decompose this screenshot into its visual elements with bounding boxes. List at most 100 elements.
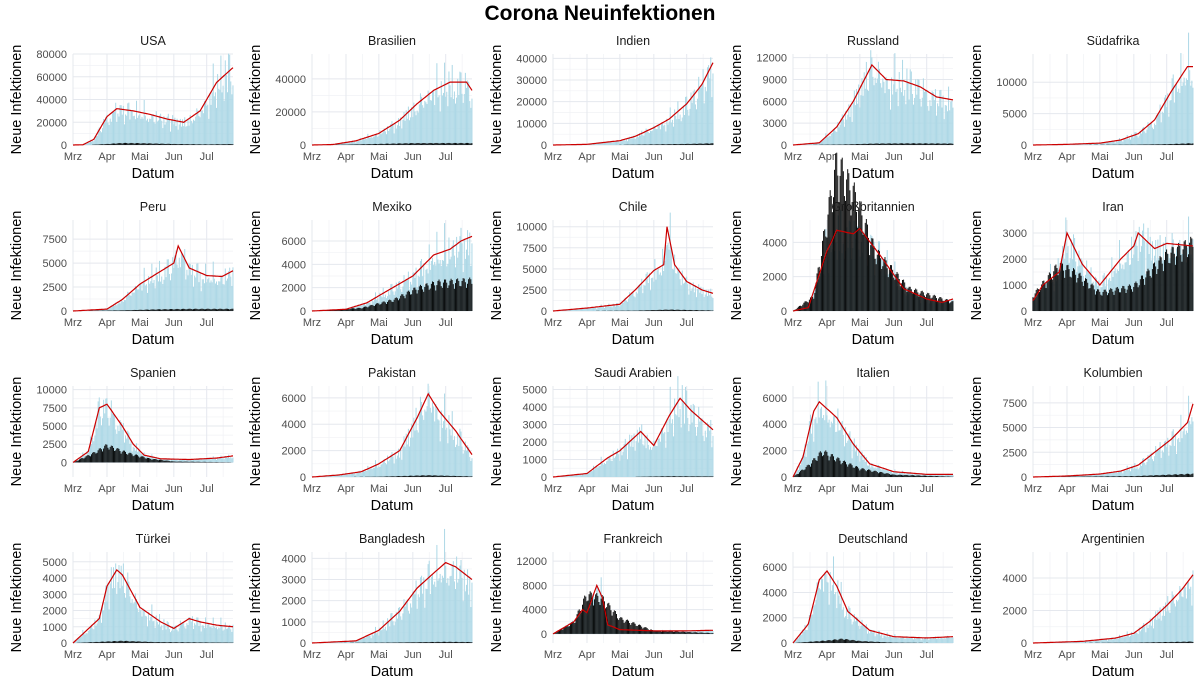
death-bar xyxy=(408,291,410,311)
death-bar xyxy=(854,466,856,477)
y-tick-label: 5000 xyxy=(1003,109,1027,121)
death-bar xyxy=(1136,283,1138,311)
case-bar xyxy=(173,267,175,311)
death-bar xyxy=(121,143,123,145)
death-bar xyxy=(154,642,156,643)
death-bar xyxy=(393,143,395,145)
death-bar xyxy=(226,144,228,145)
case-bar xyxy=(169,280,171,311)
death-bar xyxy=(150,458,152,463)
death-bar xyxy=(364,144,365,145)
death-bar xyxy=(940,476,942,477)
case-bar xyxy=(160,113,162,145)
death-bar xyxy=(103,448,105,463)
case-bar xyxy=(662,248,664,311)
death-bar xyxy=(419,642,421,643)
death-bar xyxy=(1071,271,1073,311)
death-bar xyxy=(674,476,676,477)
case-bar xyxy=(195,116,197,145)
death-bar xyxy=(105,641,107,643)
case-bar xyxy=(694,104,696,145)
y-tick-label: 0 xyxy=(781,472,787,484)
case-bar xyxy=(823,139,825,145)
case-bar xyxy=(387,455,389,477)
death-bar xyxy=(217,309,219,311)
death-bar xyxy=(111,641,113,643)
death-bar xyxy=(663,144,665,145)
death-bar xyxy=(223,144,225,145)
death-bar xyxy=(220,144,222,145)
death-bar xyxy=(682,309,684,311)
case-bar xyxy=(457,433,459,477)
death-bar xyxy=(400,295,402,311)
death-bar xyxy=(885,260,887,311)
case-bar xyxy=(649,446,651,477)
death-bar xyxy=(418,642,420,643)
case-bar xyxy=(824,420,826,477)
death-bar xyxy=(171,144,173,145)
case-bar xyxy=(442,92,444,145)
death-bar xyxy=(812,460,814,477)
case-bar xyxy=(1100,143,1102,145)
death-bar xyxy=(885,473,887,477)
death-bar xyxy=(371,144,373,145)
death-bar xyxy=(835,461,837,477)
death-bar xyxy=(143,457,145,463)
death-bar xyxy=(1080,275,1082,311)
case-bar xyxy=(429,100,431,145)
death-bar xyxy=(417,642,419,643)
death-bar xyxy=(143,309,145,311)
case-bar xyxy=(460,431,462,477)
death-bar xyxy=(882,472,884,477)
death-bar xyxy=(1149,475,1151,477)
case-bar xyxy=(438,420,440,477)
trend-line xyxy=(73,67,234,146)
death-bar xyxy=(395,297,397,311)
death-bar xyxy=(869,469,871,477)
death-bar xyxy=(944,143,946,145)
death-bar xyxy=(228,144,229,145)
case-bar xyxy=(840,118,842,145)
case-bar xyxy=(610,142,612,145)
death-bar xyxy=(946,143,948,145)
case-bar xyxy=(209,627,211,643)
case-bar xyxy=(141,290,143,311)
case-bar xyxy=(611,307,613,311)
death-bar xyxy=(156,309,158,311)
death-bar xyxy=(691,143,693,145)
death-bar xyxy=(670,144,672,145)
x-tick-label: Apr xyxy=(337,483,354,495)
death-bar xyxy=(1171,246,1173,311)
case-bar xyxy=(922,78,924,145)
case-bar xyxy=(700,87,702,145)
death-bar xyxy=(1172,474,1174,477)
case-bar xyxy=(448,415,450,477)
case-bar xyxy=(184,627,186,643)
case-bar xyxy=(116,305,118,311)
case-bar xyxy=(1127,250,1129,311)
case-bar xyxy=(175,459,177,463)
case-bar xyxy=(122,563,124,643)
case-bar xyxy=(568,309,570,311)
case-bar xyxy=(419,396,421,477)
death-bar xyxy=(185,642,187,643)
case-bar xyxy=(168,119,170,145)
death-bar xyxy=(447,142,449,145)
death-bar xyxy=(213,308,215,311)
death-bar xyxy=(82,458,84,463)
death-bar xyxy=(1101,476,1103,477)
case-bar xyxy=(164,623,166,643)
death-bar xyxy=(127,143,129,145)
death-bar xyxy=(183,308,185,311)
death-bar xyxy=(393,476,395,477)
case-bar xyxy=(1151,127,1153,145)
case-bar xyxy=(1082,474,1084,477)
case-bar xyxy=(694,426,696,477)
case-bar xyxy=(463,238,465,311)
case-bar xyxy=(699,87,701,145)
case-bar xyxy=(196,458,198,463)
case-bar xyxy=(137,289,139,311)
x-tick-label: Mai xyxy=(851,151,869,163)
case-bar xyxy=(155,111,157,145)
death-bar xyxy=(1132,291,1134,311)
